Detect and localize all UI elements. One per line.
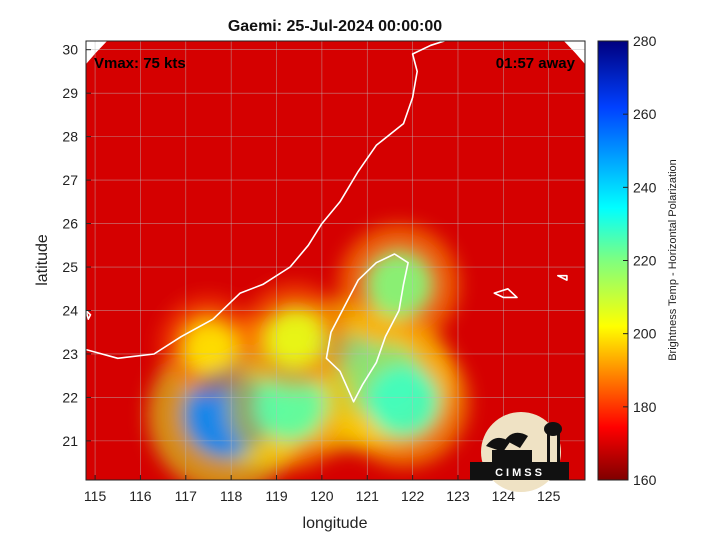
x-tick-label: 121: [356, 488, 380, 504]
logo-tower-leg: [557, 432, 560, 462]
y-tick-label: 29: [62, 85, 78, 101]
logo-dish-icon: [486, 437, 510, 452]
coastline-island: [86, 309, 92, 320]
logo-text: CIMSS: [495, 467, 545, 479]
x-tick-label: 120: [310, 488, 334, 504]
y-tick-label: 27: [62, 172, 78, 188]
coastlines: [86, 41, 568, 403]
grid: [86, 41, 585, 480]
colorbar-tick-label: 180: [633, 399, 657, 415]
swath-layer: [86, 41, 585, 480]
feature-strait-band: [265, 307, 324, 366]
y-tick-label: 26: [62, 216, 78, 232]
y-axis-ticks: 21 22 23 24 25 26 27 28 29 30: [62, 42, 91, 449]
vmax-label: Vmax: 75 kts: [94, 55, 186, 72]
colorbar-tick-label: 200: [633, 326, 657, 342]
x-tick-label: 125: [537, 488, 561, 504]
coastline-taiwan: [325, 253, 409, 403]
y-tick-label: 24: [62, 302, 78, 318]
feature-taiwan-north: [365, 250, 433, 318]
x-tick-label: 124: [492, 488, 516, 504]
x-tick-label: 123: [446, 488, 470, 504]
colorbar-label: Brightness Temp - Horizontal Polarizatio…: [667, 159, 679, 361]
coastline-island: [493, 288, 518, 299]
x-axis-label: longitude: [303, 515, 368, 532]
y-tick-label: 25: [62, 259, 78, 275]
plot-frame: [85, 40, 586, 481]
y-axis-label: latitude: [34, 234, 51, 286]
coastline-mainland: [86, 41, 445, 360]
y-tick-label: 28: [62, 129, 78, 145]
y-tick-label: 21: [62, 433, 78, 449]
x-tick-label: 118: [220, 488, 243, 504]
colorbar-tick-label: 240: [633, 179, 657, 195]
logo-building: [492, 450, 532, 462]
plot-area: [86, 41, 585, 480]
x-tick-label: 117: [175, 488, 198, 504]
colorbar-tick-label: 260: [633, 106, 657, 122]
y-tick-label: 23: [62, 346, 78, 362]
logo-base: [470, 462, 569, 480]
time-away-label: 01:57 away: [496, 55, 576, 72]
colorbar-tick-label: 280: [633, 33, 657, 49]
x-tick-label: 116: [129, 488, 152, 504]
feature-west-band: [181, 318, 236, 373]
x-tick-label: 119: [265, 488, 288, 504]
colorbar: 160 180 200 220 240 260 280 Brightness Temp - …: [597, 33, 679, 488]
logo-tower-tank: [544, 422, 562, 436]
convection-features: [147, 224, 469, 480]
y-tick-label: 30: [62, 42, 78, 58]
chart-title: Gaemi: 25-Jul-2024 00:00:00: [228, 18, 442, 35]
x-axis-ticks: 115 116 117 118 119 120 121 122 123 124 125: [84, 475, 561, 504]
colorbar-tick-label: 160: [633, 472, 657, 488]
logo-dish-icon: [505, 432, 528, 448]
colorbar-ticks: 160 180 200 220 240 260 280: [623, 33, 657, 488]
y-tick-label: 22: [62, 389, 78, 405]
logo-tower-leg: [547, 432, 550, 462]
coastline-island: [557, 274, 568, 281]
x-tick-label: 115: [84, 488, 107, 504]
feature-band-southeast: [367, 365, 440, 439]
feature-band-south: [254, 370, 326, 442]
colorbar-tick-label: 220: [633, 253, 657, 269]
cimss-logo: CIMSS: [470, 412, 569, 492]
x-tick-label: 122: [401, 488, 425, 504]
